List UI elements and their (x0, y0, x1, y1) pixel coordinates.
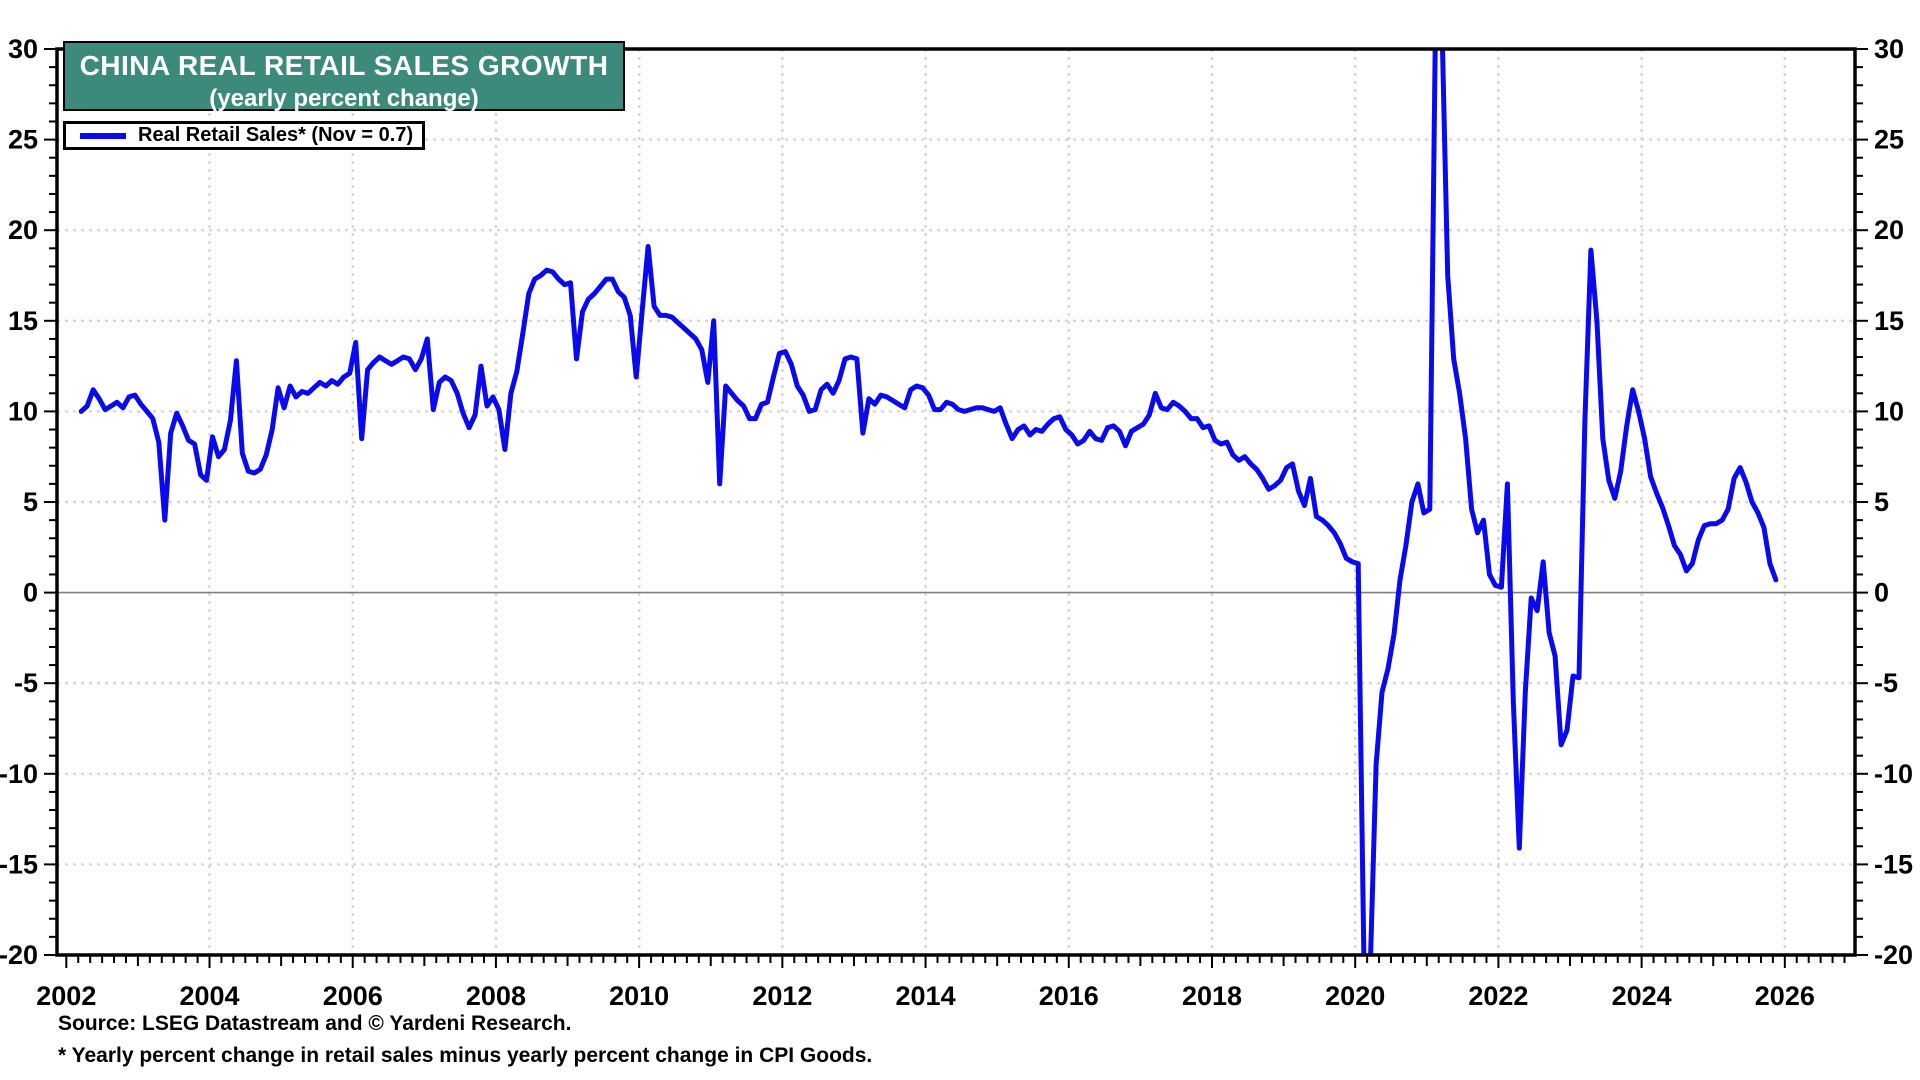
svg-text:2024: 2024 (1612, 981, 1672, 1011)
svg-text:2020: 2020 (1325, 981, 1385, 1011)
source-text: Source: LSEG Datastream and © Yardeni Re… (58, 1012, 572, 1035)
chart-subtitle: (yearly percent change) (209, 85, 479, 112)
svg-text:-5: -5 (14, 668, 38, 698)
svg-text:2026: 2026 (1755, 981, 1815, 1011)
svg-text:-15: -15 (1874, 849, 1913, 879)
svg-text:2018: 2018 (1182, 981, 1242, 1011)
svg-text:25: 25 (1874, 125, 1904, 155)
svg-text:2006: 2006 (323, 981, 383, 1011)
legend-label: Real Retail Sales* (Nov = 0.7) (138, 124, 414, 146)
svg-text:2010: 2010 (609, 981, 669, 1011)
svg-text:0: 0 (23, 578, 38, 608)
svg-text:2012: 2012 (752, 981, 812, 1011)
svg-text:2022: 2022 (1468, 981, 1528, 1011)
svg-text:2002: 2002 (36, 981, 96, 1011)
svg-text:5: 5 (23, 487, 38, 517)
legend: Real Retail Sales* (Nov = 0.7) (63, 121, 425, 150)
svg-text:2008: 2008 (466, 981, 526, 1011)
svg-text:15: 15 (8, 306, 38, 336)
svg-text:2014: 2014 (896, 981, 956, 1011)
svg-text:2004: 2004 (179, 981, 239, 1011)
chart-title-box: CHINA REAL RETAIL SALES GROWTH (yearly p… (63, 41, 625, 112)
svg-text:0: 0 (1874, 578, 1889, 608)
svg-text:2016: 2016 (1039, 981, 1099, 1011)
svg-text:15: 15 (1874, 306, 1904, 336)
svg-text:-20: -20 (0, 940, 38, 970)
svg-text:25: 25 (8, 125, 38, 155)
svg-text:-20: -20 (1874, 940, 1913, 970)
svg-text:20: 20 (8, 215, 38, 245)
svg-text:20: 20 (1874, 215, 1904, 245)
svg-text:30: 30 (1874, 34, 1904, 64)
svg-text:10: 10 (8, 396, 38, 426)
svg-text:-10: -10 (1874, 759, 1913, 789)
svg-text:10: 10 (1874, 396, 1904, 426)
svg-text:5: 5 (1874, 487, 1889, 517)
svg-text:-5: -5 (1874, 668, 1898, 698)
chart-title: CHINA REAL RETAIL SALES GROWTH (79, 50, 609, 81)
svg-text:-10: -10 (0, 759, 38, 789)
svg-text:-15: -15 (0, 849, 38, 879)
legend-line-swatch (80, 132, 126, 139)
svg-text:30: 30 (8, 34, 38, 64)
footnote-text: * Yearly percent change in retail sales … (58, 1044, 873, 1067)
